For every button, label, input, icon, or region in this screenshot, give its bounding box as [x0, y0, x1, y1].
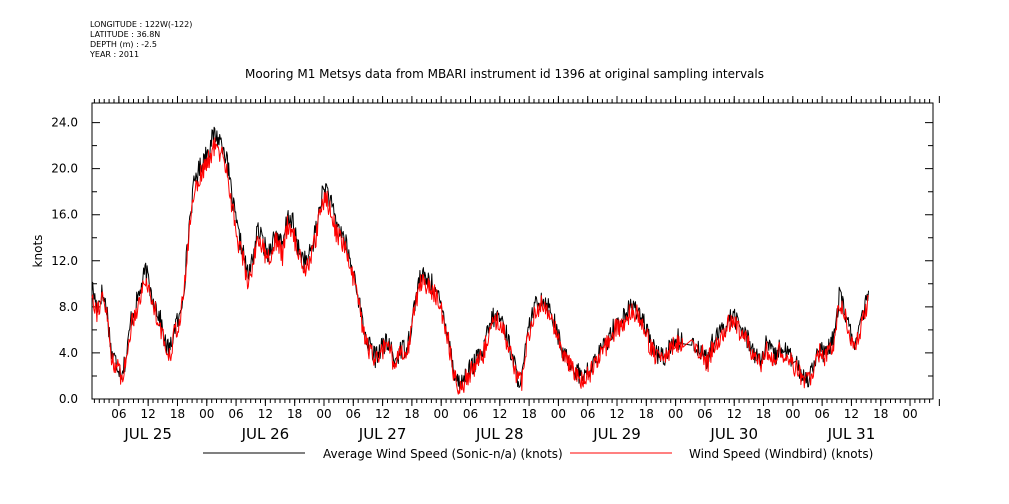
x-tick-label: 00 [316, 407, 331, 421]
x-tick-label: 12 [492, 407, 507, 421]
y-tick-label: 24.0 [51, 116, 78, 130]
y-tick-label: 12.0 [51, 254, 78, 268]
longitude-text: LONGITUDE : 122W(-122) [90, 20, 193, 29]
x-tick-label: 18 [639, 407, 654, 421]
day-label: JUL 31 [827, 425, 876, 443]
x-tick-label: 12 [727, 407, 742, 421]
day-label: JUL 25 [123, 425, 172, 443]
x-tick-label: 00 [551, 407, 566, 421]
plot-frame [91, 102, 934, 400]
legend-label-windbird: Wind Speed (Windbird) (knots) [689, 447, 874, 461]
x-tick-label: 06 [697, 407, 712, 421]
top-minor-ticks [93, 99, 931, 103]
x-tick-label: 18 [404, 407, 419, 421]
x-tick-label: 00 [668, 407, 683, 421]
x-tick-label: 12 [844, 407, 859, 421]
x-tick-label: 00 [785, 407, 800, 421]
x-tick-label: 18 [521, 407, 536, 421]
x-tick-label: 00 [902, 407, 917, 421]
y-tick-label: 4.0 [59, 346, 78, 360]
chart-title: Mooring M1 Metsys data from MBARI instru… [245, 67, 764, 81]
x-tick-label: 18 [873, 407, 888, 421]
legend-label-sonic: Average Wind Speed (Sonic-n/a) (knots) [323, 447, 563, 461]
latitude-text: LATITUDE : 36.8N [90, 30, 161, 39]
year-text: YEAR : 2011 [90, 50, 140, 59]
series-line-windbird [91, 137, 869, 395]
x-tick-label: 18 [170, 407, 185, 421]
y-ticks-left [92, 122, 100, 400]
x-tick-label: 18 [756, 407, 771, 421]
x-tick-label: 00 [434, 407, 449, 421]
x-tick-label: 06 [463, 407, 478, 421]
x-tick-label: 06 [111, 407, 126, 421]
x-tick-label: 06 [580, 407, 595, 421]
day-label: JUL 27 [358, 425, 407, 443]
y-tick-label: 8.0 [59, 300, 78, 314]
y-tick-label: 0.0 [59, 392, 78, 406]
y-tick-label: 16.0 [51, 208, 78, 222]
depth-text: DEPTH (m) : -2.5 [90, 40, 157, 49]
x-tick-label: 00 [199, 407, 214, 421]
y-axis-title: knots [31, 235, 45, 268]
x-tick-label: 12 [609, 407, 624, 421]
x-tick-label: 06 [228, 407, 243, 421]
x-tick-label: 06 [346, 407, 361, 421]
x-tick-label: 12 [258, 407, 273, 421]
day-label: JUL 29 [592, 425, 641, 443]
day-label: JUL 30 [709, 425, 758, 443]
day-label: JUL 28 [475, 425, 524, 443]
metadata-block: LONGITUDE : 122W(-122) LATITUDE : 36.8N … [90, 20, 192, 60]
y-ticks-right [925, 122, 933, 400]
x-tick-label: 12 [141, 407, 156, 421]
y-tick-label: 20.0 [51, 162, 78, 176]
bottom-minor-ticks [93, 399, 931, 403]
x-tick-label: 12 [375, 407, 390, 421]
x-tick-label: 06 [814, 407, 829, 421]
x-tick-label: 18 [287, 407, 302, 421]
day-label: JUL 26 [241, 425, 290, 443]
